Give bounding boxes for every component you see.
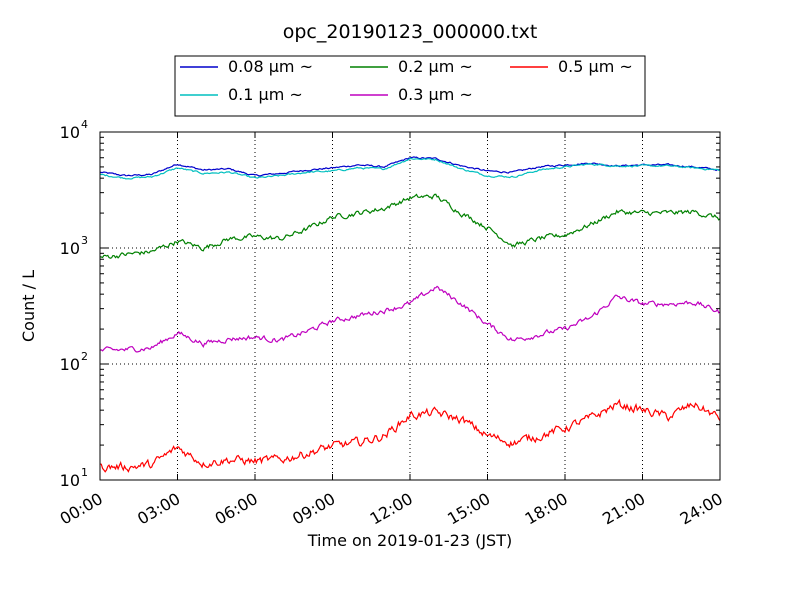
x-tick-label: 09:00 [289,489,338,529]
y-axis-label: Count / L [19,270,38,342]
legend: 0.08 μm ~ 0.1 μm ~ 0.2 μm ~ 0.3 μm ~ 0.5 μm … [174,55,646,117]
grid [100,132,720,480]
series-line [99,157,721,180]
y-tick-exponent: 2 [81,350,88,363]
legend-label: 0.1 μm ~ [228,85,303,104]
y-tick-label: 10 [60,239,80,258]
x-tick-label: 12:00 [367,489,416,529]
y-tick-exponent: 4 [81,118,88,131]
x-tick-label: 03:00 [134,489,183,529]
y-tick-label: 10 [60,471,80,490]
chart-title: opc_20190123_000000.txt [283,21,538,43]
series-line [99,193,721,259]
series-layer [99,156,721,473]
series-line [99,285,721,353]
x-tick-label: 21:00 [599,489,648,529]
x-tick-label: 18:00 [522,489,571,529]
y-tick-label: 10 [60,355,80,374]
x-tick-label: 15:00 [444,489,493,529]
legend-label: 0.2 μm ~ [398,57,473,76]
x-tick-labels: 00:00 03:00 06:00 09:00 12:00 15:00 18:00 21:00… [57,489,726,529]
y-tick-exponent: 3 [81,234,88,247]
series-line [99,398,721,473]
legend-box [174,55,646,117]
legend-label: 0.3 μm ~ [398,85,473,104]
y-tick-label: 10 [60,123,80,142]
x-tick-label: 24:00 [677,489,726,529]
legend-label: 0.5 μm ~ [558,57,633,76]
legend-label: 0.08 μm ~ [228,57,313,76]
ticks [99,131,721,481]
x-tick-label: 06:00 [212,489,261,529]
x-tick-label: 00:00 [57,489,106,529]
y-tick-exponent: 1 [81,466,88,479]
x-axis-label: Time on 2019-01-23 (JST) [307,531,512,550]
